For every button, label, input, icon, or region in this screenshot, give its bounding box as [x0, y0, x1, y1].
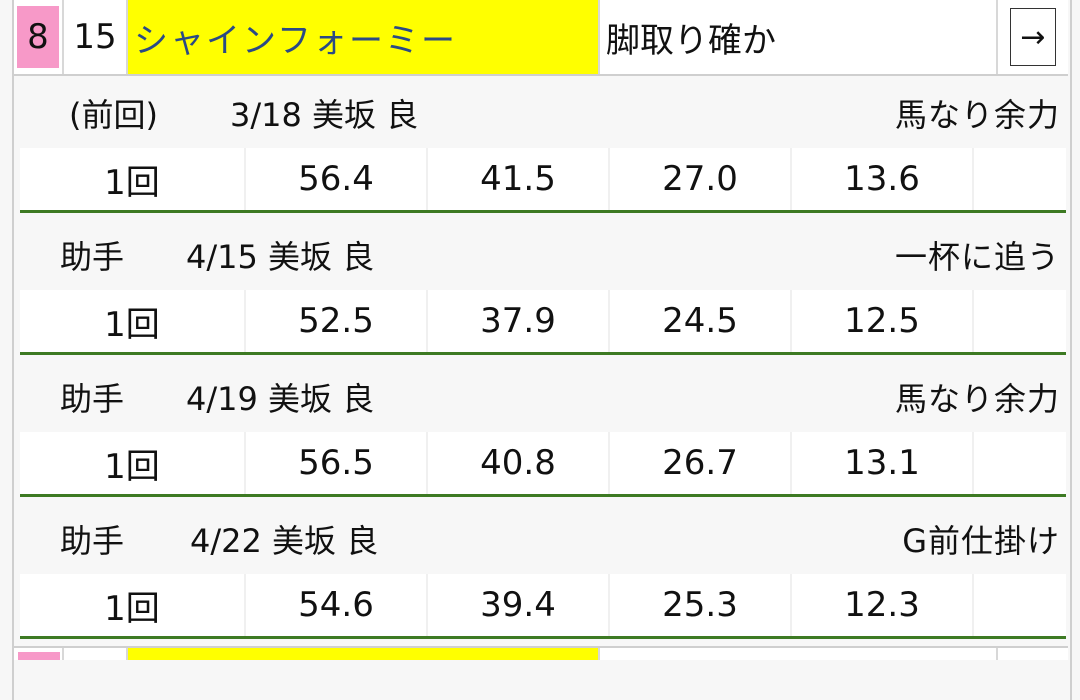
time-cell: 37.9: [428, 290, 610, 352]
time-cell: 12.3: [792, 574, 974, 636]
workout-info-row: 助手 4/22 美坂 良 G前仕掛け: [14, 502, 1068, 574]
time-cell: 13.1: [792, 432, 974, 494]
workout-info-row: (前回) 3/18 美坂 良 馬なり余力: [14, 76, 1068, 148]
time-cell: 56.5: [246, 432, 428, 494]
workout-rider: 助手: [60, 522, 125, 560]
workout-note: G前仕掛け: [902, 522, 1060, 560]
next-horse-header-row: [14, 646, 1068, 660]
workout-rider: 助手: [60, 380, 125, 418]
workout-date-course: 4/19 美坂 良: [186, 380, 375, 418]
time-cell: [974, 148, 1066, 210]
arrow-right-icon[interactable]: →: [1010, 8, 1056, 66]
time-cell: 40.8: [428, 432, 610, 494]
time-cell: 1回: [20, 148, 246, 210]
workout-entry: 助手 4/19 美坂 良 馬なり余力 1回 56.5 40.8 26.7 13.…: [14, 360, 1068, 502]
workout-times-row: 1回 56.5 40.8 26.7 13.1: [20, 432, 1066, 497]
workout-comment: 脚取り確か: [600, 0, 998, 74]
workout-times-row: 1回 54.6 39.4 25.3 12.3: [20, 574, 1066, 639]
time-cell: [974, 432, 1066, 494]
workout-times-row: 1回 52.5 37.9 24.5 12.5: [20, 290, 1066, 355]
time-cell: 12.5: [792, 290, 974, 352]
workout-note: 馬なり余力: [894, 96, 1060, 134]
workout-date-course: 3/18 美坂 良: [230, 96, 419, 134]
workout-date-course: 4/22 美坂 良: [190, 522, 379, 560]
waku-number-cell: 8: [14, 0, 64, 74]
time-cell: 39.4: [428, 574, 610, 636]
workout-note: 一杯に追う: [894, 238, 1060, 276]
time-cell: [974, 574, 1066, 636]
time-cell: 26.7: [610, 432, 792, 494]
time-cell: 27.0: [610, 148, 792, 210]
time-cell: 41.5: [428, 148, 610, 210]
horse-header-row: 8 15 シャインフォーミー 脚取り確か →: [14, 0, 1068, 76]
time-cell: 56.4: [246, 148, 428, 210]
arrow-cell: →: [998, 0, 1068, 74]
time-cell: 52.5: [246, 290, 428, 352]
workout-rider: 助手: [60, 238, 125, 276]
workout-note: 馬なり余力: [894, 380, 1060, 418]
waku-number: 8: [17, 6, 59, 68]
next-number-cell: [64, 648, 128, 660]
workout-info-row: 助手 4/15 美坂 良 一杯に追う: [14, 218, 1068, 290]
time-cell: 1回: [20, 432, 246, 494]
time-cell: 1回: [20, 290, 246, 352]
workout-entry: 助手 4/15 美坂 良 一杯に追う 1回 52.5 37.9 24.5 12.…: [14, 218, 1068, 360]
time-cell: 13.6: [792, 148, 974, 210]
time-cell: 54.6: [246, 574, 428, 636]
time-cell: 24.5: [610, 290, 792, 352]
next-waku-cell: [14, 648, 64, 660]
workout-times-row: 1回 56.4 41.5 27.0 13.6: [20, 148, 1066, 213]
workout-info-row: 助手 4/19 美坂 良 馬なり余力: [14, 360, 1068, 432]
horse-number: 15: [64, 0, 128, 74]
next-name-cell: [128, 648, 600, 660]
time-cell: 1回: [20, 574, 246, 636]
workout-rider: (前回): [69, 96, 158, 134]
next-comment-cell: [600, 648, 998, 660]
workout-entry: 助手 4/22 美坂 良 G前仕掛け 1回 54.6 39.4 25.3 12.…: [14, 502, 1068, 644]
workout-date-course: 4/15 美坂 良: [186, 238, 375, 276]
workout-entry: (前回) 3/18 美坂 良 馬なり余力 1回 56.4 41.5 27.0 1…: [14, 76, 1068, 218]
time-cell: 25.3: [610, 574, 792, 636]
horse-name[interactable]: シャインフォーミー: [128, 0, 600, 74]
time-cell: [974, 290, 1066, 352]
